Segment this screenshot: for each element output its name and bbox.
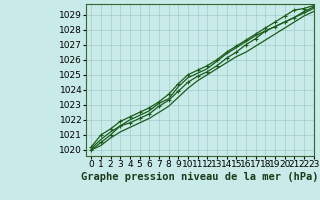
X-axis label: Graphe pression niveau de la mer (hPa): Graphe pression niveau de la mer (hPa) <box>81 172 319 182</box>
